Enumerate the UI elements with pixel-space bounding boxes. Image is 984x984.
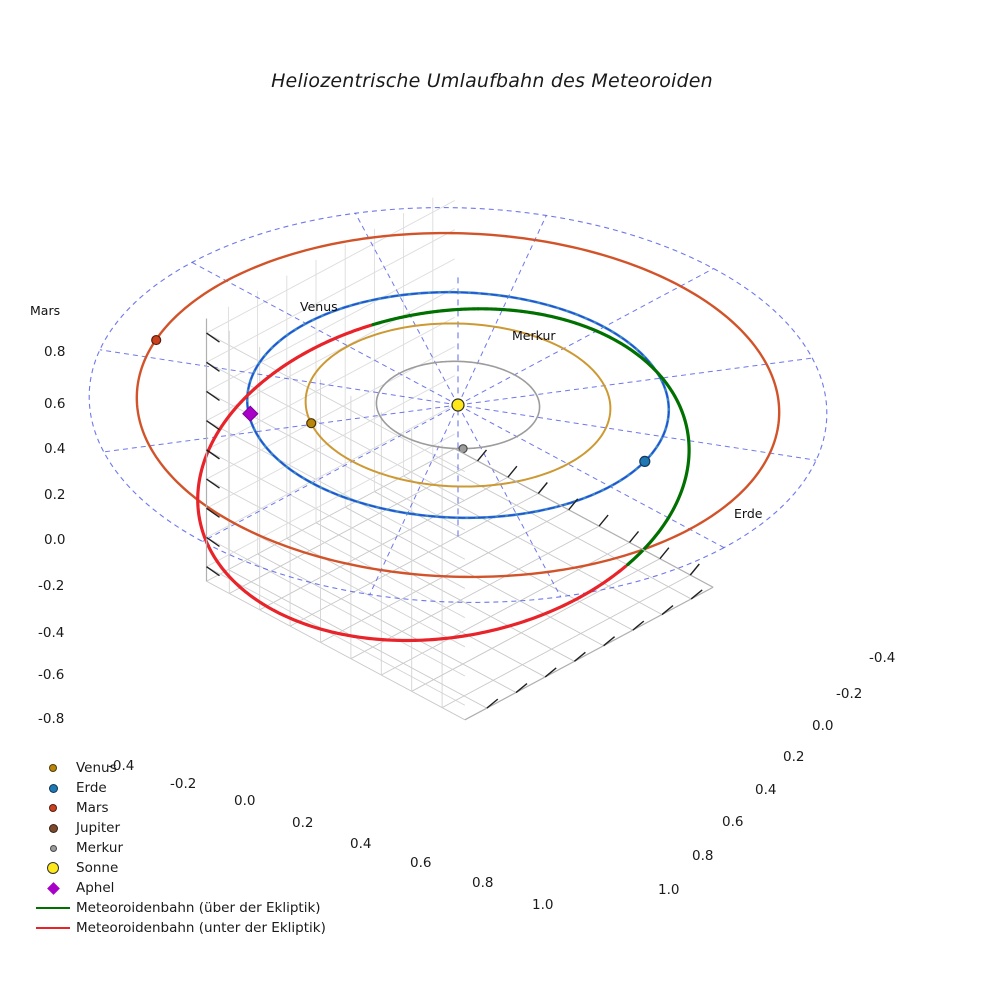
legend-item-aphel[interactable]: Aphel	[30, 878, 360, 898]
legend-item-merkur[interactable]: Merkur	[30, 838, 360, 858]
legend-item-label: Erde	[76, 780, 107, 796]
meteoroid-orbit-above-2	[371, 307, 480, 327]
legend-item-venus[interactable]: Venus	[30, 758, 360, 778]
z-tick-label: -0.2	[38, 578, 65, 594]
body-marker-erde[interactable]	[639, 455, 651, 467]
legend-item-label: Sonne	[76, 860, 119, 876]
x-tick-label: 0.0	[234, 793, 256, 809]
z-tick-label: 0.2	[44, 487, 66, 503]
legend-item-label: Venus	[76, 760, 117, 776]
y-tick-label: 1.0	[658, 882, 680, 898]
venus-label: Venus	[300, 299, 338, 314]
y-tick-label: 0.8	[692, 848, 714, 864]
grid-floor	[206, 448, 714, 721]
y-axis-spine	[464, 586, 714, 721]
orbit-merkur	[375, 360, 541, 450]
body-marker-venus[interactable]	[306, 418, 317, 429]
legend-key-erde	[30, 783, 76, 793]
legend-item-jupiter[interactable]: Jupiter	[30, 818, 360, 838]
legend-marker-circle-icon	[49, 804, 57, 812]
legend-item-mars[interactable]: Mars	[30, 798, 360, 818]
body-marker-mars[interactable]	[151, 334, 162, 346]
page-title: Heliozentrische Umlaufbahn des Meteoroid…	[271, 70, 713, 92]
x-tick-label: 1.0	[532, 897, 554, 913]
y-tick-label: 0.6	[722, 814, 744, 830]
orbit-venus	[304, 322, 612, 488]
x-tick-label: 0.8	[472, 875, 494, 891]
legend-key-line	[30, 926, 76, 930]
erde-label: Erde	[734, 506, 763, 521]
legend-key-aphel	[30, 881, 76, 895]
z-tick-label: 0.0	[44, 532, 66, 548]
legend-key-sonne	[30, 862, 76, 874]
x-tick-label: -0.2	[170, 776, 197, 792]
y-tick-label: -0.2	[836, 686, 863, 702]
y-tick-label: -0.4	[869, 650, 896, 666]
z-tick-label: -0.8	[38, 711, 65, 727]
legend-item-sonne[interactable]: Sonne	[30, 858, 360, 878]
ecliptic-rays	[99, 212, 817, 598]
meteoroid-orbit-above-0	[476, 307, 691, 567]
aphel-marker[interactable]	[242, 405, 259, 422]
axis-tick-marks	[206, 332, 703, 709]
legend-item-label: Meteoroidenbahn (unter der Ekliptik)	[76, 920, 326, 936]
x-tick-label: 0.4	[350, 836, 372, 852]
legend-item-meteoroidenbahn[interactable]: Meteoroidenbahn (unter der Ekliptik)	[30, 918, 360, 938]
legend-key-jupiter	[30, 823, 76, 833]
orbit-mars	[135, 231, 781, 579]
grid-wall-right	[206, 197, 455, 570]
y-tick-label: 0.4	[755, 782, 777, 798]
legend-marker-circle-icon	[48, 823, 58, 833]
legend-key-mars	[30, 804, 76, 812]
z-tick-label: -0.4	[38, 625, 65, 641]
legend: Venus Erde Mars Jupiter Merkur Sonne Aphel Mete…	[30, 758, 360, 938]
mars-label: Mars	[30, 303, 61, 318]
y-tick-label: 0.2	[783, 749, 805, 765]
legend-item-label: Merkur	[76, 840, 124, 856]
x-tick-label: 0.6	[410, 855, 432, 871]
z-tick-label: -0.6	[38, 667, 65, 683]
x-tick-label: 0.2	[292, 815, 314, 831]
z-tick-label: 0.6	[44, 396, 66, 412]
y-tick-label: 0.0	[812, 718, 834, 734]
legend-marker-diamond-icon	[46, 881, 60, 895]
x-tick-label: -0.4	[108, 758, 135, 774]
merkur-label: Merkur	[512, 328, 556, 343]
meteoroid-orbit-below-1	[196, 323, 628, 643]
legend-marker-line-icon	[36, 906, 70, 910]
z-tick-label: 0.8	[44, 344, 66, 360]
legend-item-label: Mars	[76, 800, 109, 816]
legend-key-line	[30, 906, 76, 910]
legend-key-venus	[30, 764, 76, 772]
legend-item-meteoroidenbahn[interactable]: Meteoroidenbahn (über der Ekliptik)	[30, 898, 360, 918]
z-tick-label: 0.4	[44, 441, 66, 457]
legend-item-erde[interactable]: Erde	[30, 778, 360, 798]
legend-marker-circle-icon	[49, 844, 57, 852]
legend-item-label: Jupiter	[76, 820, 121, 836]
legend-item-label: Aphel	[76, 880, 115, 896]
legend-marker-circle-icon	[49, 764, 57, 772]
legend-key-merkur	[30, 844, 76, 852]
body-marker-sonne[interactable]	[451, 398, 465, 412]
legend-marker-circle-icon	[48, 783, 58, 793]
legend-marker-circle-icon	[47, 862, 59, 874]
legend-item-label: Meteoroidenbahn (über der Ekliptik)	[76, 900, 321, 916]
legend-marker-line-icon	[36, 926, 70, 930]
x-axis-spine	[454, 448, 714, 588]
